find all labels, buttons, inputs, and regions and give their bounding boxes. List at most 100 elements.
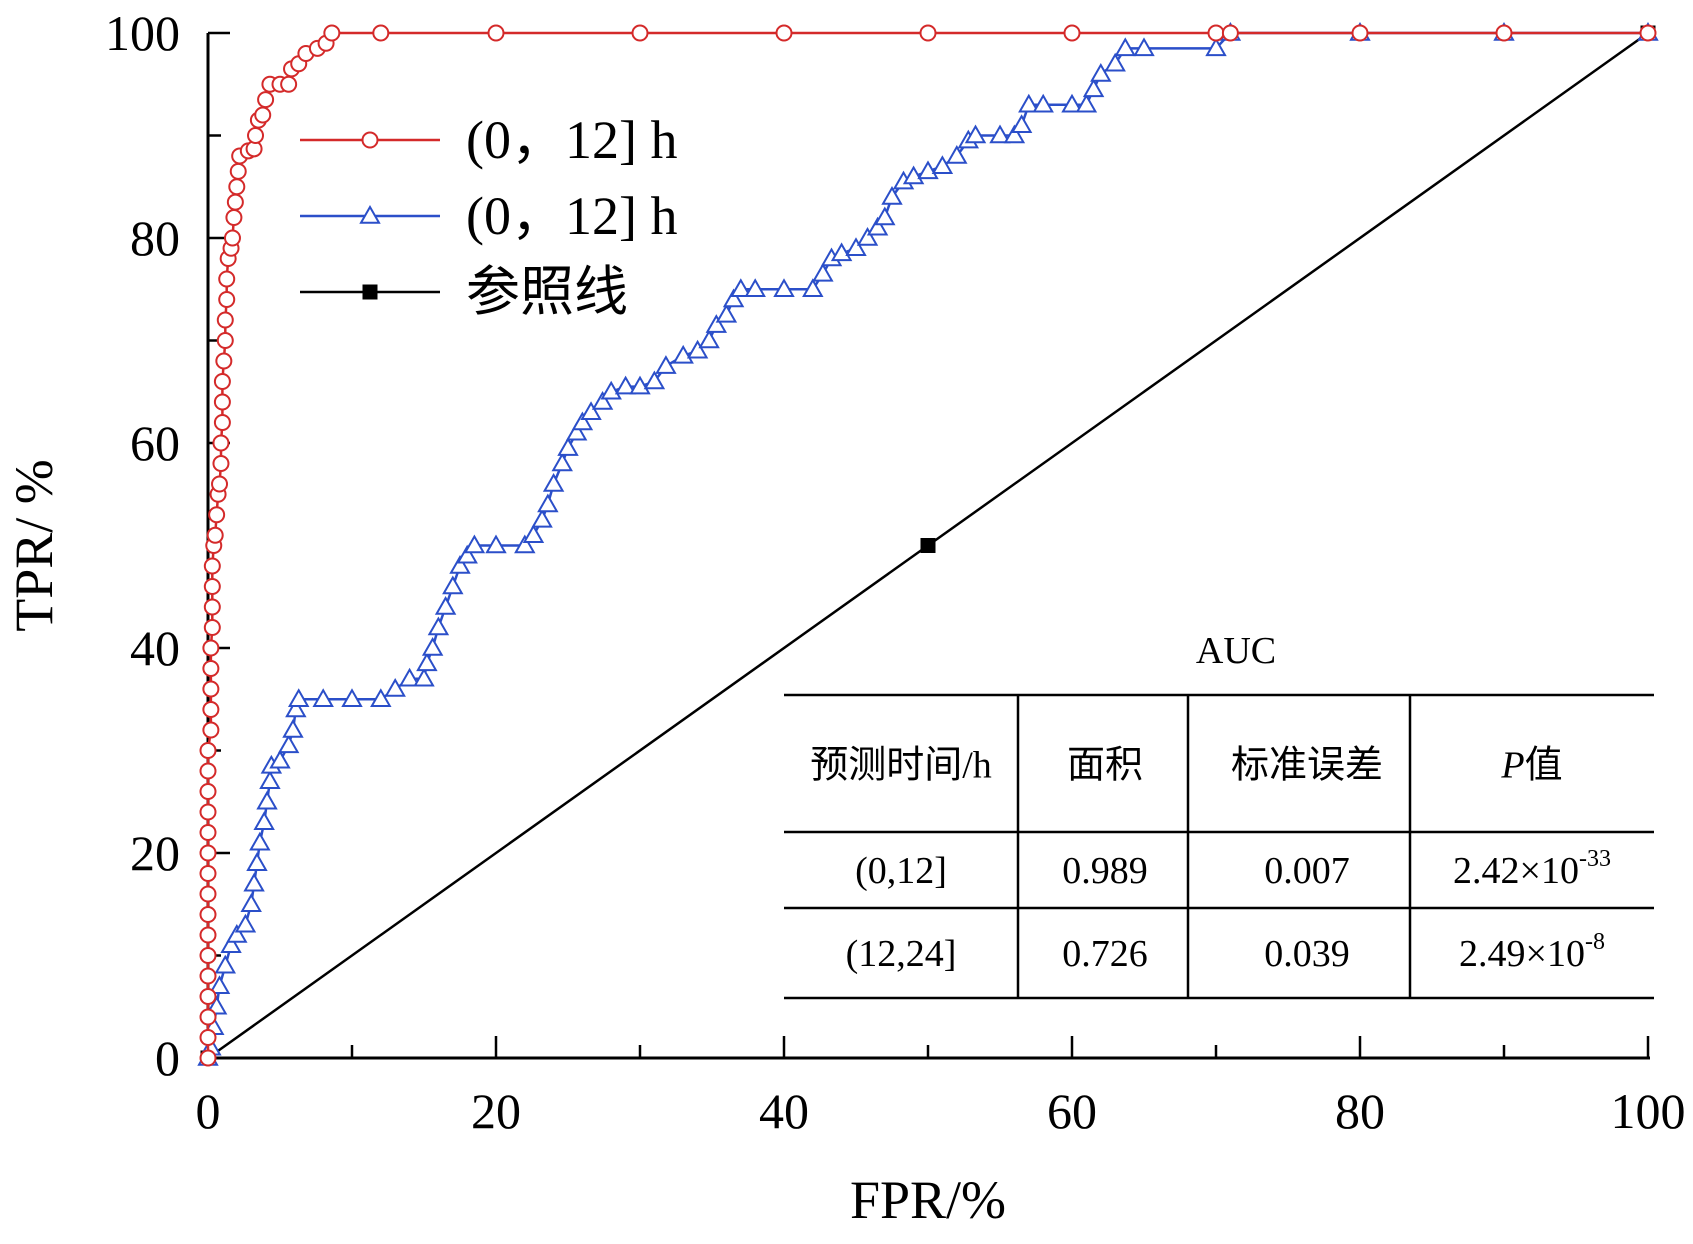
data-point (226, 923, 248, 943)
data-point (1063, 24, 1081, 42)
data-point (259, 770, 281, 789)
data-point (531, 508, 553, 528)
data-point (643, 370, 666, 390)
data-point (199, 1049, 217, 1067)
data-point (229, 162, 247, 180)
data-point (228, 178, 246, 196)
data-point (631, 24, 649, 42)
data-point (705, 314, 728, 333)
data-point (600, 380, 622, 400)
p-suffix: 值 (1525, 745, 1563, 787)
data-point (1351, 24, 1369, 42)
y-tick-label: 60 (130, 415, 180, 471)
table-cell-std-error: 0.039 (1264, 933, 1350, 975)
data-point (1010, 114, 1033, 133)
legend-marker (362, 284, 378, 300)
data-point (398, 667, 421, 687)
data-point (208, 506, 226, 524)
data-point (243, 872, 265, 892)
data-point (1221, 24, 1239, 42)
data-point (1082, 78, 1105, 98)
y-tick-label: 0 (155, 1030, 180, 1086)
data-point (1207, 24, 1225, 42)
data-point (199, 844, 217, 862)
data-point (282, 718, 304, 738)
data-point (205, 995, 228, 1015)
data-point (234, 913, 257, 933)
data-point (715, 303, 738, 323)
data-point (449, 554, 471, 574)
x-tick-label: 100 (1611, 1083, 1686, 1139)
legend-marker (359, 204, 381, 224)
data-point (199, 783, 217, 800)
y-tick-label: 80 (130, 210, 180, 266)
legend-label: (0，12] h (466, 186, 677, 246)
data-point (487, 24, 505, 42)
data-point (591, 390, 614, 410)
x-tick-label: 20 (471, 1083, 521, 1139)
data-point (614, 375, 637, 395)
data-point (203, 598, 221, 616)
data-point (1133, 37, 1155, 57)
series-circle (199, 24, 1657, 1067)
data-point (931, 155, 954, 174)
table-header-cell: 预测时间/h (810, 745, 992, 787)
data-point (1032, 93, 1054, 113)
data-point (537, 493, 559, 513)
data-point (946, 144, 968, 164)
data-point (456, 544, 478, 564)
data-point (920, 538, 936, 553)
data-point (434, 595, 457, 615)
data-point (199, 1029, 217, 1046)
data-point (964, 124, 987, 144)
data-point (514, 534, 536, 554)
data-point (199, 926, 217, 944)
p-mantissa: 2.49×10 (1459, 933, 1585, 975)
data-point (874, 206, 896, 226)
data-point (203, 619, 221, 636)
table-cell-std-error: 0.007 (1264, 850, 1350, 892)
data-point (226, 193, 244, 211)
data-point (312, 688, 334, 707)
data-point (1205, 37, 1227, 57)
data-point (199, 967, 217, 985)
data-point (1003, 124, 1026, 144)
x-tick-label: 40 (759, 1083, 809, 1139)
data-point (421, 636, 444, 656)
data-point (416, 652, 438, 672)
data-point (256, 790, 278, 810)
data-point (202, 639, 220, 657)
data-point (220, 934, 242, 953)
data-point (199, 803, 217, 821)
data-point (218, 270, 236, 288)
data-point (522, 524, 545, 543)
data-point (812, 262, 834, 282)
data-point (323, 24, 341, 42)
data-point (773, 278, 795, 297)
data-point (199, 865, 217, 882)
data-point (254, 106, 272, 124)
data-point (269, 749, 291, 769)
data-point (384, 677, 406, 697)
table-header-cell: P值 (1500, 745, 1562, 787)
data-point (551, 452, 573, 472)
data-point (565, 421, 588, 441)
data-point (208, 975, 231, 994)
data-point (214, 954, 237, 974)
table-cell-p-value: 2.49×10-8 (1459, 929, 1605, 975)
data-point (213, 414, 231, 431)
data-point (902, 165, 925, 185)
table-cell-period: (0,12] (855, 850, 947, 892)
axes: 0 20 40 60 80 100 0 20 40 60 80 100 (105, 5, 1686, 1139)
data-point (218, 291, 236, 308)
data-point (830, 242, 853, 262)
legend-label: (0，12] h (466, 110, 677, 170)
x-tick-label: 60 (1047, 1083, 1097, 1139)
table-cell-p-value: 2.42×10-33 (1453, 846, 1611, 892)
data-point (722, 288, 745, 308)
data-point (341, 688, 363, 707)
data-point (257, 91, 275, 109)
data-point (1018, 93, 1040, 113)
data-point (557, 437, 579, 456)
x-tick-label: 80 (1335, 1083, 1385, 1139)
